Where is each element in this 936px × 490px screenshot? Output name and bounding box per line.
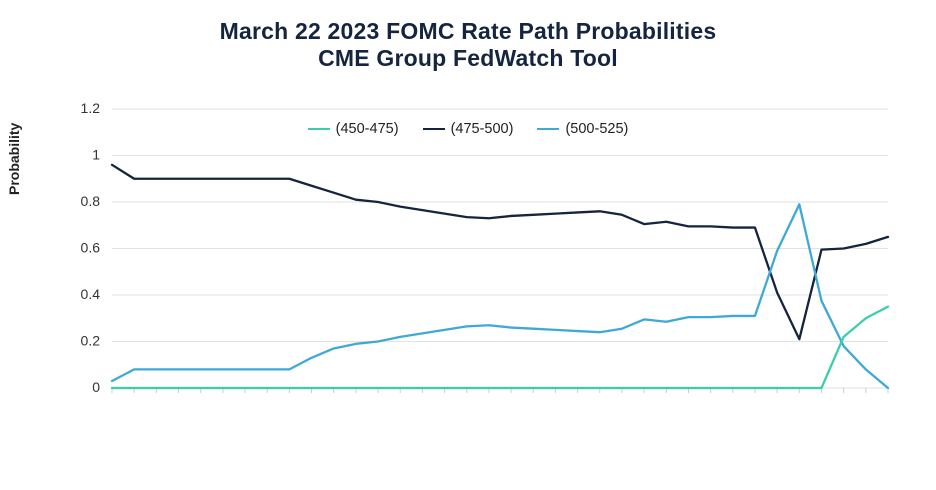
svg-text:1: 1 bbox=[92, 147, 100, 163]
svg-text:0.8: 0.8 bbox=[81, 193, 101, 209]
svg-text:0.2: 0.2 bbox=[81, 333, 101, 349]
svg-text:0.4: 0.4 bbox=[81, 286, 101, 302]
svg-text:0.6: 0.6 bbox=[81, 240, 101, 256]
svg-text:0: 0 bbox=[92, 379, 100, 395]
svg-text:1.2: 1.2 bbox=[81, 100, 101, 116]
